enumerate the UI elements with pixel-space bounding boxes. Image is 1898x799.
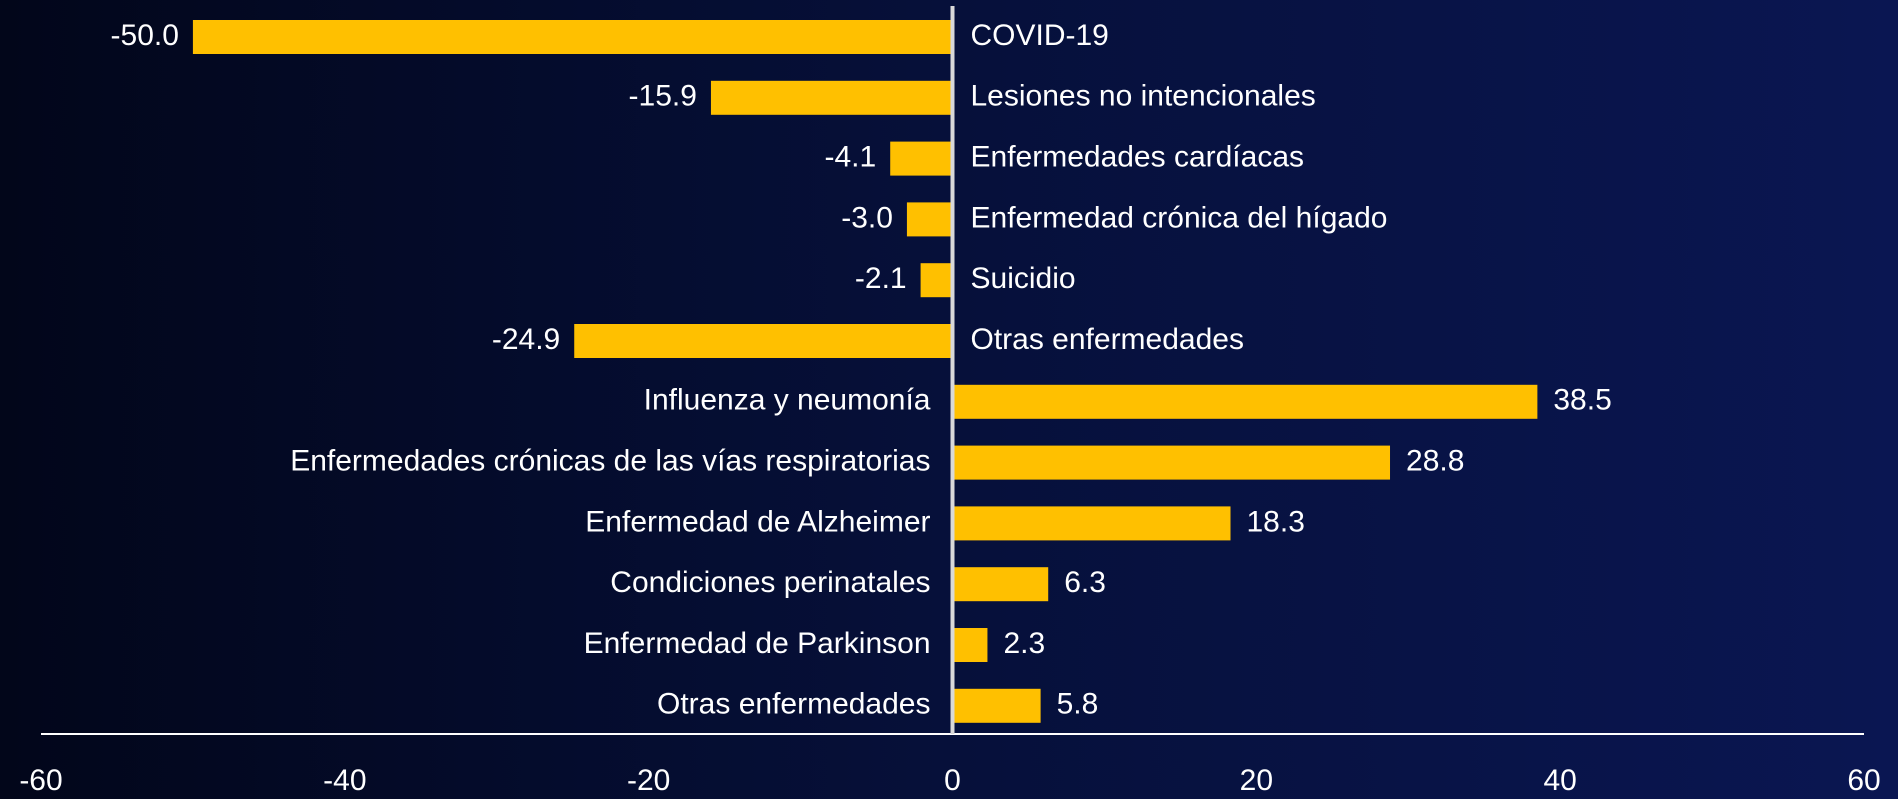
value-label: 18.3 (1247, 505, 1305, 538)
category-label: Enfermedad de Parkinson (584, 627, 931, 660)
bar (952, 384, 1538, 419)
value-label: 28.8 (1406, 445, 1464, 478)
category-label: Enfermedades crónicas de las vías respir… (290, 445, 930, 478)
value-label: -4.1 (825, 141, 877, 174)
bar (952, 688, 1041, 723)
value-label: -24.9 (492, 323, 560, 356)
x-tick-label: 60 (1847, 764, 1880, 797)
bar (952, 628, 988, 662)
bar (952, 506, 1231, 541)
category-label: Suicidio (971, 262, 1076, 295)
category-label: Otras enfermedades (657, 688, 930, 721)
x-tick-label: 0 (944, 764, 961, 797)
x-tick-label: -40 (323, 764, 366, 797)
x-tick-label: -60 (19, 764, 62, 797)
value-label: 2.3 (1003, 627, 1045, 660)
bar (710, 80, 953, 115)
bar (952, 445, 1391, 480)
category-label: Influenza y neumonía (644, 384, 931, 417)
x-tick-label: 40 (1543, 764, 1576, 797)
bar (574, 324, 953, 358)
value-label: 6.3 (1064, 566, 1106, 599)
bar (920, 263, 953, 298)
bar (192, 20, 953, 54)
value-label: -50.0 (111, 19, 179, 52)
bar (890, 141, 953, 176)
category-label: Lesiones no intencionales (971, 80, 1316, 113)
value-label: -3.0 (841, 201, 893, 234)
category-label: COVID-19 (971, 19, 1109, 52)
category-label: Otras enfermedades (971, 323, 1244, 356)
x-tick-label: -20 (627, 764, 670, 797)
category-label: Condiciones perinatales (610, 566, 930, 599)
category-label: Enfermedad crónica del hígado (971, 201, 1388, 234)
category-label: Enfermedad de Alzheimer (585, 505, 930, 538)
value-label: 5.8 (1057, 688, 1099, 721)
x-tick-label: 20 (1240, 764, 1273, 797)
value-label: 38.5 (1553, 384, 1611, 417)
category-label: Enfermedades cardíacas (971, 141, 1305, 174)
bar (952, 567, 1049, 602)
bar (906, 202, 953, 237)
value-label: -15.9 (629, 80, 697, 113)
value-label: -2.1 (855, 262, 907, 295)
